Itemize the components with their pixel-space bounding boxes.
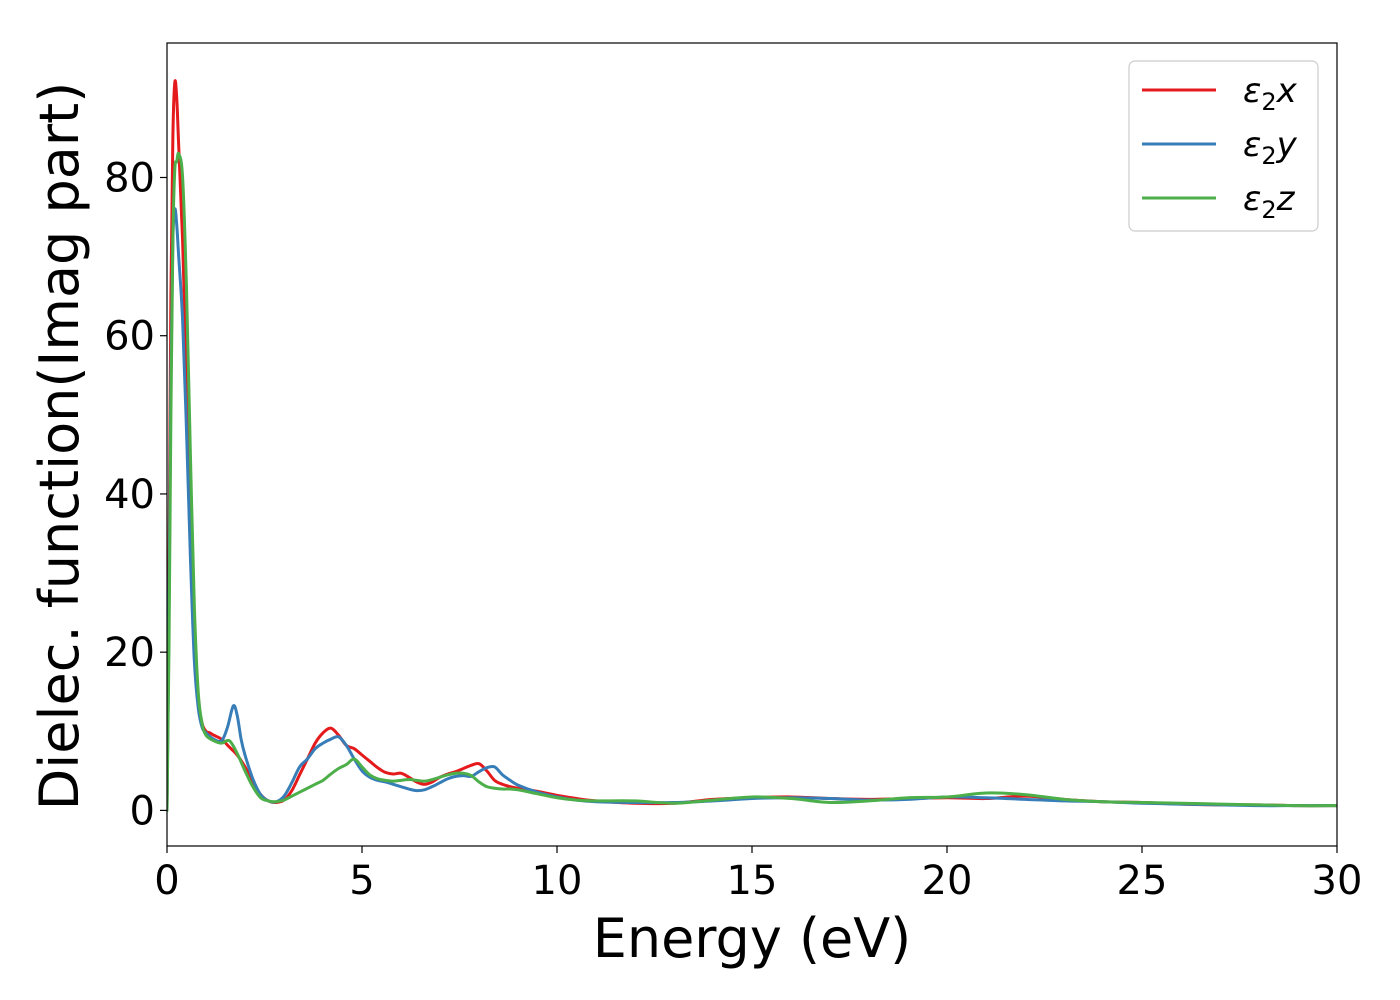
legend-box [1128,60,1319,232]
x-tick-label: 10 [532,858,583,904]
y-tick-label: 0 [130,788,155,834]
legend-label-x: ε2x [1243,71,1298,116]
y-tick-label: 20 [104,630,155,676]
legend-axis: z [1276,179,1296,219]
x-tick-label: 25 [1117,858,1168,904]
legend-symbol: ε [1243,125,1261,165]
x-tick-label: 15 [727,858,778,904]
x-axis-label: Energy (eV) [593,907,912,970]
y-axis-label: Dielec. function(Imag part) [28,82,91,811]
x-tick-label: 20 [922,858,973,904]
legend-axis: x [1276,71,1298,111]
legend-subscript: 2 [1261,196,1276,224]
series-layer [167,79,1337,812]
series-line-z [167,151,1337,812]
legend-axis: y [1276,125,1298,165]
legend-symbol: ε [1243,71,1261,111]
legend-subscript: 2 [1261,142,1276,170]
x-axis: 0 5 10 15 20 25 30 [154,846,1362,904]
legend-subscript: 2 [1261,88,1276,116]
legend-symbol: ε [1243,179,1261,219]
x-tick-label: 0 [154,858,179,904]
legend-label-y: ε2y [1243,125,1298,170]
y-axis: 0 20 40 60 80 [104,155,167,834]
y-tick-label: 80 [104,155,155,201]
x-tick-label: 5 [349,858,374,904]
legend-label-z: ε2z [1243,179,1296,224]
x-tick-label: 30 [1312,858,1363,904]
y-tick-label: 40 [104,472,155,518]
y-tick-label: 60 [104,314,155,360]
